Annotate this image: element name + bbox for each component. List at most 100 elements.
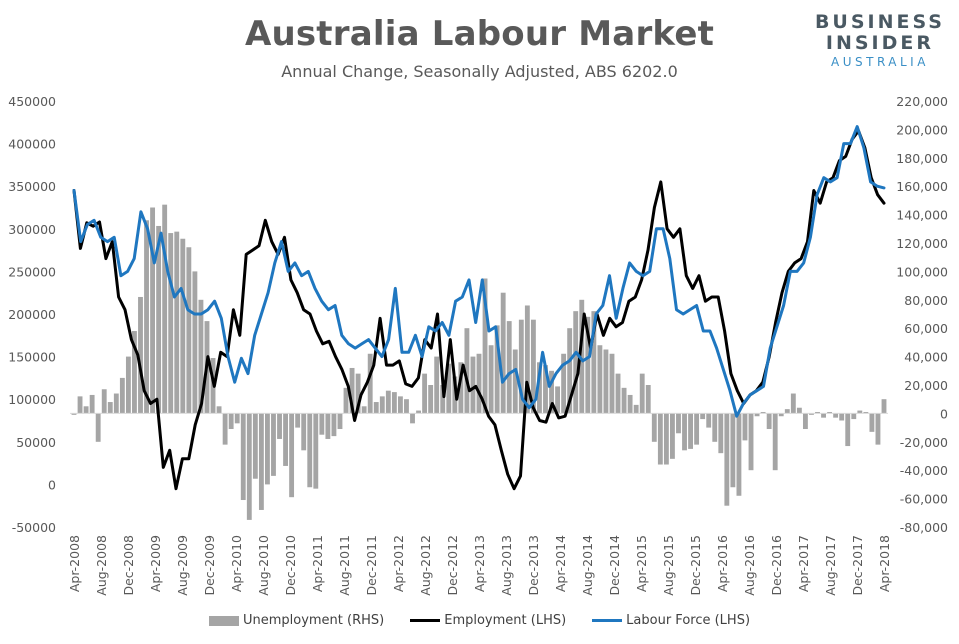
- x-tick-label: Apr-2012: [391, 535, 406, 592]
- unemployment-bar: [827, 411, 833, 414]
- unemployment-bar: [343, 387, 349, 414]
- unemployment-bar: [645, 385, 651, 414]
- x-tick-label: Apr-2014: [553, 535, 568, 592]
- y-left-tick-label: 100000: [8, 392, 56, 407]
- unemployment-bar: [446, 363, 452, 414]
- unemployment-bar: [700, 413, 706, 420]
- unemployment-bar: [603, 349, 609, 414]
- x-tick-label: Dec-2015: [688, 535, 703, 596]
- unemployment-bar: [119, 377, 125, 414]
- unemployment-bar: [107, 402, 113, 414]
- chart-title: Australia Labour Market: [244, 14, 715, 54]
- unemployment-bar: [198, 299, 204, 414]
- unemployment-bar: [524, 305, 530, 414]
- unemployment-bar: [694, 413, 700, 445]
- unemployment-bar: [464, 328, 470, 414]
- unemployment-bar: [857, 410, 863, 414]
- unemployment-bar: [361, 406, 367, 414]
- unemployment-bar: [851, 413, 857, 420]
- x-tick-label: Aug-2011: [337, 535, 352, 596]
- x-tick-label: Dec-2011: [364, 535, 379, 596]
- unemployment-bar: [440, 385, 446, 414]
- unemployment-bar: [156, 225, 162, 414]
- unemployment-bar: [712, 413, 718, 442]
- x-tick-label: Apr-2018: [877, 535, 892, 592]
- unemployment-bar: [506, 321, 512, 414]
- unemployment-bar: [349, 367, 355, 414]
- legend-item-unemployment: Unemployment (RHS): [208, 613, 384, 628]
- logo-line-1: BUSINESS: [814, 11, 945, 33]
- y-left-tick-label: 400000: [8, 137, 56, 152]
- unemployment-bar: [772, 413, 778, 471]
- y-right-tick-label: -40,000: [900, 463, 948, 478]
- unemployment-bar: [718, 413, 724, 454]
- unemployment-bar: [331, 413, 337, 437]
- unemployment-bar: [670, 413, 675, 459]
- x-tick-label: Dec-2014: [607, 535, 622, 596]
- unemployment-bar: [138, 296, 143, 414]
- unemployment-bar: [71, 413, 77, 415]
- unemployment-bar: [621, 387, 627, 414]
- y-right-tick-label: -20,000: [900, 435, 948, 450]
- x-tick-label: Dec-2009: [202, 535, 217, 596]
- unemployment-bar: [355, 373, 361, 414]
- unemployment-bar: [615, 373, 621, 414]
- unemployment-bar: [144, 220, 149, 414]
- unemployment-bar: [422, 373, 428, 414]
- unemployment-bar: [125, 356, 131, 414]
- y-left-tick-label: 300000: [8, 222, 56, 237]
- unemployment-bar: [863, 411, 869, 414]
- unemployment-bar: [676, 413, 681, 434]
- unemployment-bar: [518, 319, 524, 414]
- unemployment-bar: [265, 413, 270, 485]
- unemployment-bar: [379, 396, 385, 414]
- x-tick-label: Aug-2010: [256, 535, 271, 596]
- unemployment-bar: [458, 362, 464, 414]
- x-tick-label: Aug-2012: [418, 535, 433, 596]
- unemployment-bar: [404, 399, 409, 414]
- y-right-tick-label: 0: [940, 406, 948, 421]
- unemployment-bar: [609, 353, 615, 414]
- unemployment-bar: [512, 349, 518, 414]
- unemployment-bar: [869, 413, 875, 432]
- legend: Unemployment (RHS) Employment (LHS) Labo…: [0, 613, 959, 628]
- y-right-tick-label: 180,000: [896, 151, 948, 166]
- y-left-tick-label: 0: [48, 477, 56, 492]
- x-tick-label: Aug-2009: [175, 535, 190, 596]
- y-right-tick-label: 220,000: [896, 94, 948, 109]
- x-tick-label: Apr-2010: [229, 535, 244, 592]
- unemployment-bar: [150, 207, 156, 414]
- unemployment-bar: [736, 413, 742, 496]
- unemployment-bar: [410, 413, 415, 424]
- logo-line-3: AUSTRALIA: [831, 55, 929, 69]
- unemployment-bar: [325, 413, 331, 439]
- y-right-tick-label: 120,000: [896, 236, 948, 251]
- unemployment-bar: [313, 413, 319, 489]
- y-right-tick-label: -60,000: [900, 492, 948, 507]
- x-tick-label: Aug-2008: [94, 535, 109, 596]
- legend-swatch-unemployment: [208, 615, 239, 626]
- unemployment-bar: [591, 311, 597, 414]
- unemployment-bar: [784, 409, 790, 414]
- unemployment-bar: [482, 278, 488, 414]
- x-tick-label: Aug-2014: [580, 535, 595, 596]
- unemployment-bar: [657, 413, 663, 465]
- unemployment-bar: [174, 231, 180, 414]
- unemployment-bar: [337, 413, 343, 430]
- unemployment-bar: [875, 413, 881, 445]
- unemployment-bar: [881, 399, 887, 414]
- x-tick-label: Dec-2010: [283, 535, 298, 596]
- y-right-tick-label: 160,000: [896, 179, 948, 194]
- unemployment-bar: [192, 271, 198, 414]
- unemployment-bar: [476, 353, 482, 414]
- unemployment-bar: [186, 247, 192, 414]
- x-tick-label: Aug-2017: [823, 535, 838, 596]
- x-tick-label: Dec-2017: [850, 535, 865, 596]
- unemployment-bar: [295, 413, 301, 428]
- unemployment-bar: [809, 413, 814, 415]
- unemployment-bar: [391, 392, 397, 414]
- y-left-tick-label: 150000: [8, 350, 56, 365]
- y-right-tick-label: 100,000: [896, 264, 948, 279]
- unemployment-bar: [271, 413, 276, 476]
